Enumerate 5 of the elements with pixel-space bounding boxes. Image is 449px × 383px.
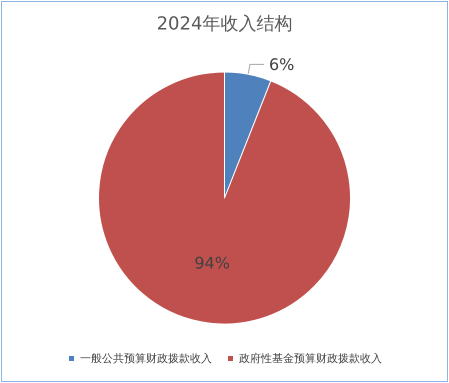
legend-label: 政府性基金预算财政拨款收入 [239, 352, 382, 365]
chart-title: 2024年收入结构 [156, 14, 292, 34]
data-label: 6% [268, 54, 294, 74]
legend-label: 一般公共预算财政拨款收入 [80, 352, 212, 365]
data-label: 94% [194, 253, 230, 272]
